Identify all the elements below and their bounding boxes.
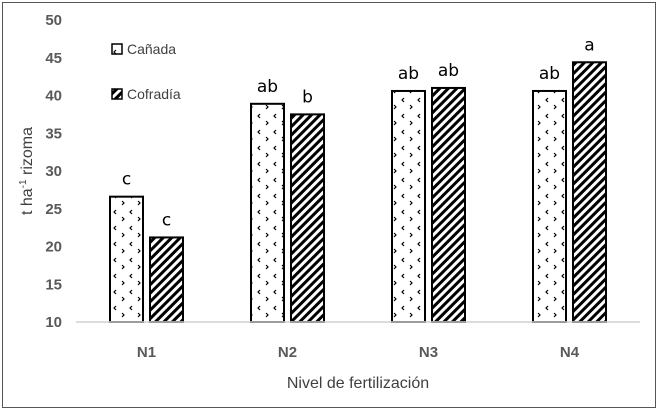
- significance-letter: a: [584, 35, 594, 55]
- significance-letter: b: [302, 87, 313, 107]
- x-tick-label: N4: [560, 344, 580, 361]
- y-tick-label: 20: [45, 239, 62, 256]
- bar-cofradía: [290, 113, 325, 323]
- legend-swatch: [111, 43, 123, 55]
- bar-cofradía: [572, 61, 607, 323]
- x-axis-title: Nivel de fertilización: [287, 375, 429, 392]
- significance-letter: ab: [398, 64, 419, 84]
- significance-letter: ab: [539, 64, 560, 84]
- bar-cañada: [109, 195, 144, 323]
- y-tick-label: 35: [45, 125, 62, 142]
- significance-letter: c: [162, 210, 171, 230]
- bar-cofradía: [431, 86, 466, 323]
- y-tick-label: 50: [45, 12, 62, 29]
- y-axis: 10 15 20 25 30 35 40 45 50: [45, 12, 62, 331]
- bar-cañada: [391, 89, 426, 323]
- y-tick-label: 30: [45, 163, 62, 180]
- legend-swatch: [111, 88, 123, 100]
- legend-label: Cañada: [127, 41, 176, 57]
- x-tick-label: N2: [278, 344, 297, 361]
- x-tick-label: N3: [419, 344, 438, 361]
- y-tick-label: 10: [45, 314, 62, 331]
- bar-cañada: [250, 102, 285, 324]
- y-tick-label: 25: [45, 201, 62, 218]
- y-tick-label: 40: [45, 88, 62, 105]
- x-tick-label: N1: [137, 344, 156, 361]
- bar-cofradía: [149, 236, 184, 323]
- y-tick-label: 15: [45, 276, 62, 293]
- y-axis-title: t ha-1 rizoma: [18, 127, 36, 215]
- significance-letter: ab: [438, 61, 459, 81]
- bar-cañada: [532, 89, 567, 323]
- x-axis: N1 N2 N3 N4: [76, 321, 640, 361]
- significance-letter: c: [122, 170, 131, 190]
- legend-label: Cofradía: [127, 86, 181, 102]
- y-tick-label: 45: [45, 50, 62, 67]
- significance-letter: ab: [257, 77, 278, 97]
- legend: Cañada Cofradía: [111, 41, 181, 102]
